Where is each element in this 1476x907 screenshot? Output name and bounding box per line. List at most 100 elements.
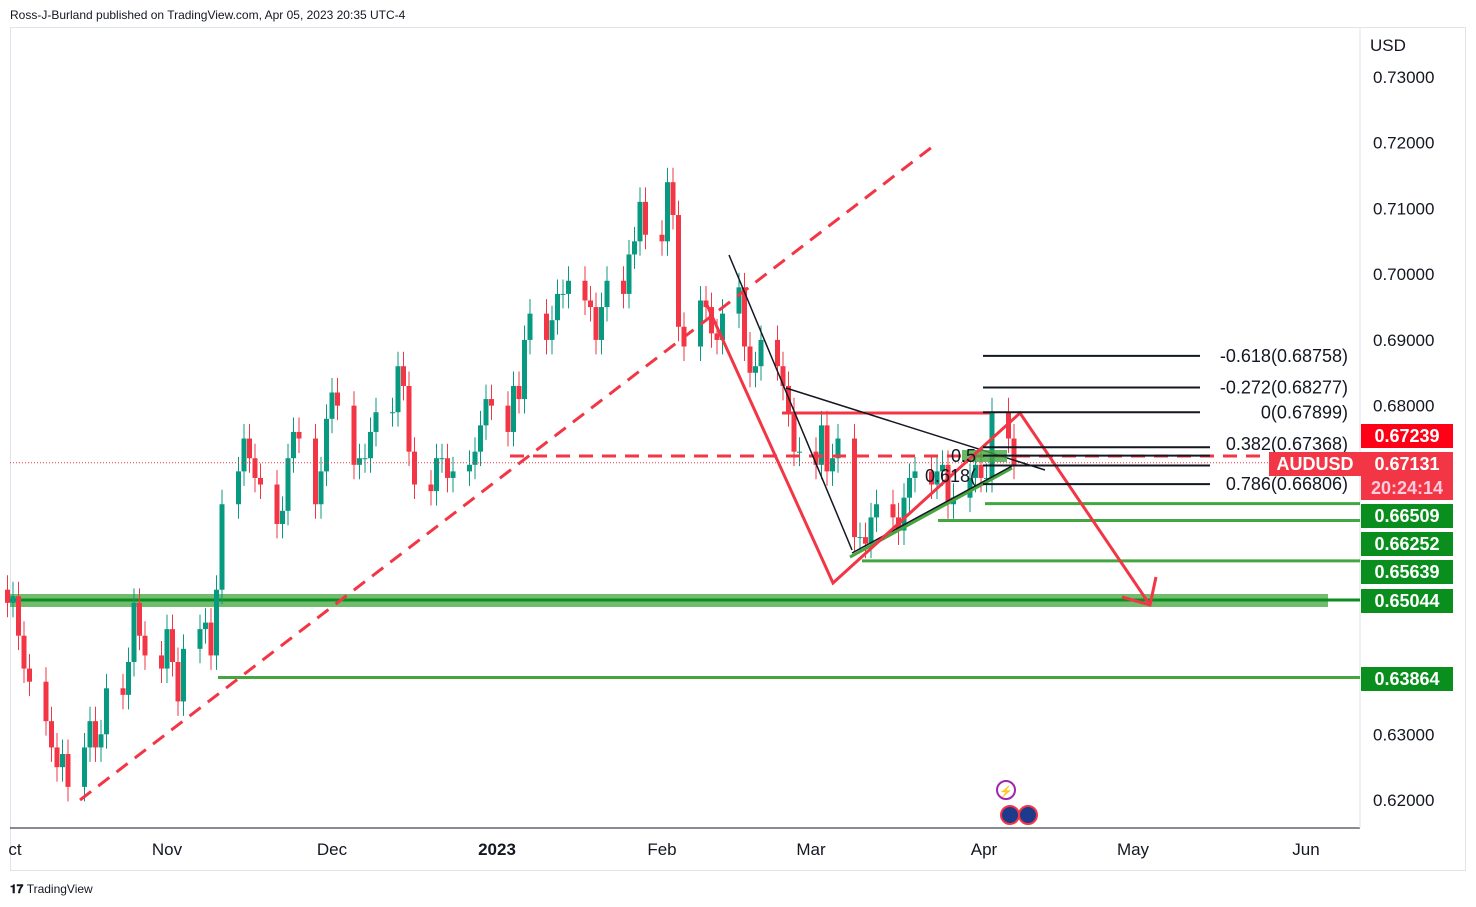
candle-body <box>313 438 318 505</box>
candle-body <box>324 418 329 472</box>
candle-body <box>329 392 335 419</box>
x-tick-label: ct <box>8 840 22 859</box>
lightning-icon <box>996 780 1016 800</box>
candle-body <box>258 477 263 485</box>
y-tick-label: 0.69000 <box>1373 331 1434 350</box>
support-badge: 0.66509 <box>1361 504 1453 528</box>
support-badge: 0.66252 <box>1361 532 1453 556</box>
x-tick-label: Nov <box>152 840 183 859</box>
candle-body <box>582 280 588 301</box>
candle-body <box>219 504 225 590</box>
au-flag-icon <box>1000 805 1020 825</box>
candle-body <box>439 458 445 460</box>
candle-body <box>214 589 219 656</box>
y-tick-label: 0.72000 <box>1373 134 1434 153</box>
candle-body <box>472 451 478 465</box>
support-badge: 0.65639 <box>1361 560 1453 584</box>
candle-body <box>247 438 252 459</box>
candle-body <box>362 458 368 460</box>
candle-body <box>181 648 186 702</box>
fib-label: 0.618( <box>925 466 976 486</box>
candle-body <box>483 399 489 426</box>
fib-label: -0.272(0.68277) <box>1220 377 1348 397</box>
candle-body <box>819 425 824 465</box>
black-trendline <box>851 465 1013 554</box>
candle-body <box>175 661 181 702</box>
candle-body <box>890 504 896 518</box>
fib-label: 0.5 <box>951 446 976 466</box>
candle-body <box>126 661 131 695</box>
candle-body <box>335 392 340 406</box>
candle-body <box>989 412 995 478</box>
black-trendline <box>728 254 853 551</box>
candle-body <box>296 431 302 439</box>
candle-body <box>670 182 676 216</box>
candle-body <box>120 688 126 695</box>
candle-body <box>835 438 841 459</box>
candle-body <box>709 307 714 334</box>
candle-body <box>5 589 10 603</box>
candle-body <box>104 688 109 735</box>
candle-body <box>401 366 406 386</box>
support-badge: 0.63864 <box>1361 667 1453 691</box>
candle-body <box>901 497 907 531</box>
candle-body <box>758 339 764 367</box>
y-tick-label: 0.71000 <box>1373 199 1434 218</box>
currency-label: USD <box>1370 36 1406 55</box>
fib-label: 0(0.67899) <box>1261 402 1348 422</box>
candle-body <box>516 385 522 400</box>
candle-body <box>588 300 593 308</box>
y-tick-label: 0.62000 <box>1373 791 1434 810</box>
candle-body <box>1011 438 1017 465</box>
candle-body <box>390 412 395 414</box>
candle-body <box>142 635 148 656</box>
candle-body <box>676 215 681 327</box>
candle-body <box>65 754 71 787</box>
candle-body <box>912 471 918 478</box>
candle-body <box>736 287 742 314</box>
candle-body <box>978 464 984 478</box>
candle-body <box>632 241 637 255</box>
candle-body <box>659 234 665 242</box>
x-tick-label: Mar <box>796 840 826 859</box>
candle-body <box>351 405 357 465</box>
candle-body <box>813 451 819 465</box>
candle-body <box>54 747 60 768</box>
projection-path <box>705 304 1152 606</box>
candle-body <box>747 346 753 373</box>
candle-body <box>753 366 758 373</box>
candle-body <box>93 721 98 748</box>
candle-body <box>863 537 868 544</box>
candle-body <box>874 504 879 518</box>
chart-frame[interactable] <box>10 27 1466 871</box>
x-tick-label: Dec <box>317 840 348 859</box>
candle-body <box>478 425 483 452</box>
candle-body <box>907 477 912 498</box>
candle-body <box>318 471 324 505</box>
candle-body <box>626 254 632 294</box>
candle-body <box>368 431 373 459</box>
support-badge: 0.65044 <box>1361 589 1453 613</box>
candle-body <box>934 471 940 485</box>
prev-close-badge: 0.67239 <box>1361 424 1453 448</box>
last-price: 0.67131 <box>1374 454 1440 474</box>
candle-body <box>82 747 87 787</box>
candle-body <box>566 280 571 294</box>
candle-body <box>560 293 566 295</box>
candle-body <box>357 458 362 465</box>
candle-body <box>10 596 16 603</box>
candle-body <box>252 458 258 478</box>
tradingview-logo[interactable]: 𝟏𝟕 TradingView <box>10 882 93 897</box>
candle-body <box>665 182 670 242</box>
candle-body <box>450 471 456 478</box>
candle-body <box>445 458 450 478</box>
candle-body <box>973 464 978 478</box>
candle-body <box>945 464 951 505</box>
fib-label: -0.618(0.68758) <box>1220 346 1348 366</box>
candle-body <box>720 313 725 340</box>
candle-body <box>428 484 434 492</box>
publish-info: Ross-J-Burland published on TradingView.… <box>10 8 406 22</box>
candle-body <box>137 602 142 636</box>
candle-body <box>511 385 516 432</box>
